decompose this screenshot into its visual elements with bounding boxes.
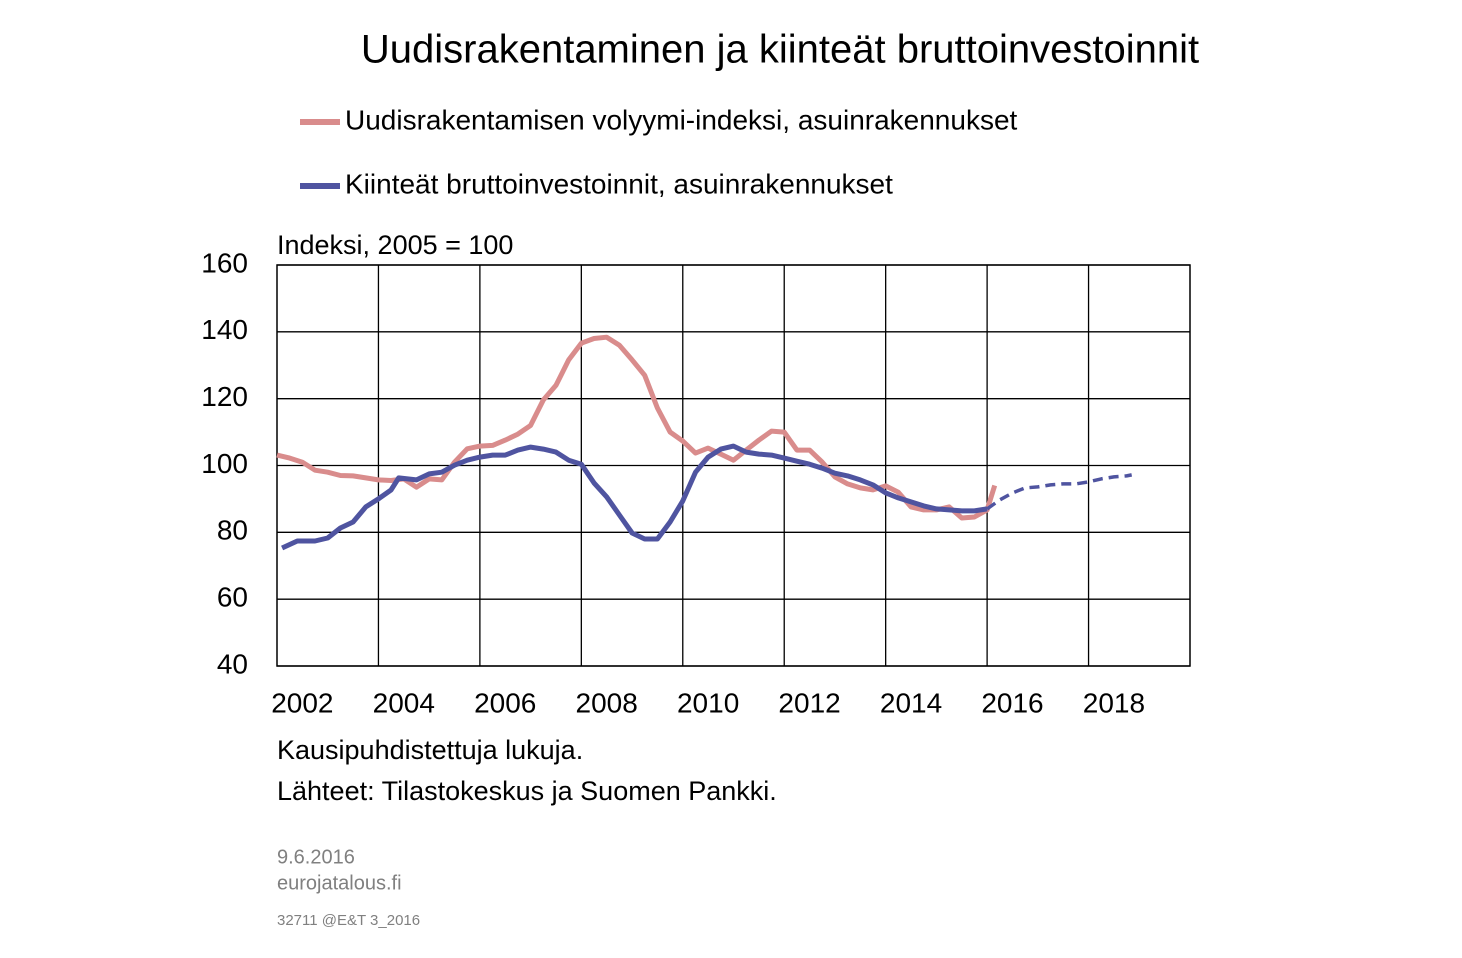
y-tick-label: 60 (217, 582, 248, 613)
plot-border (276, 264, 1191, 667)
x-tick-label: 2006 (474, 687, 536, 718)
series-line (281, 443, 988, 551)
x-tick-label: 2012 (778, 687, 840, 718)
note: Lähteet: Tilastokeskus ja Suomen Pankki. (277, 776, 777, 806)
y-axis-label: Indeksi, 2005 = 100 (277, 230, 513, 260)
footer-date: 9.6.2016 (277, 846, 355, 868)
x-tick-label: 2018 (1083, 687, 1145, 718)
footer-code: 32711 @E&T 3_2016 (277, 912, 420, 929)
x-tick-label: 2004 (373, 687, 435, 718)
note: Kausipuhdistettuja lukuja. (277, 735, 583, 765)
y-tick-label: 140 (201, 314, 248, 345)
legend-label: Uudisrakentamisen volyymi-indeksi, asuin… (345, 104, 1018, 135)
y-tick-label: 40 (217, 648, 248, 679)
y-tick-label: 160 (201, 247, 248, 278)
y-tick-label: 80 (217, 515, 248, 546)
legend-label: Kiinteät bruttoinvestoinnit, asuinrakenn… (345, 168, 893, 199)
chart-title: Uudisrakentaminen ja kiinteät bruttoinve… (361, 28, 1199, 72)
x-tick-label: 2008 (576, 687, 638, 718)
y-tick-label: 120 (201, 381, 248, 412)
y-tick-label: 100 (201, 448, 248, 479)
series-line (986, 473, 1133, 511)
x-tick-label: 2010 (677, 687, 739, 718)
footer-site: eurojatalous.fi (277, 872, 402, 894)
x-tick-label: 2016 (981, 687, 1043, 718)
x-tick-label: 2002 (271, 687, 333, 718)
x-tick-label: 2014 (880, 687, 942, 718)
